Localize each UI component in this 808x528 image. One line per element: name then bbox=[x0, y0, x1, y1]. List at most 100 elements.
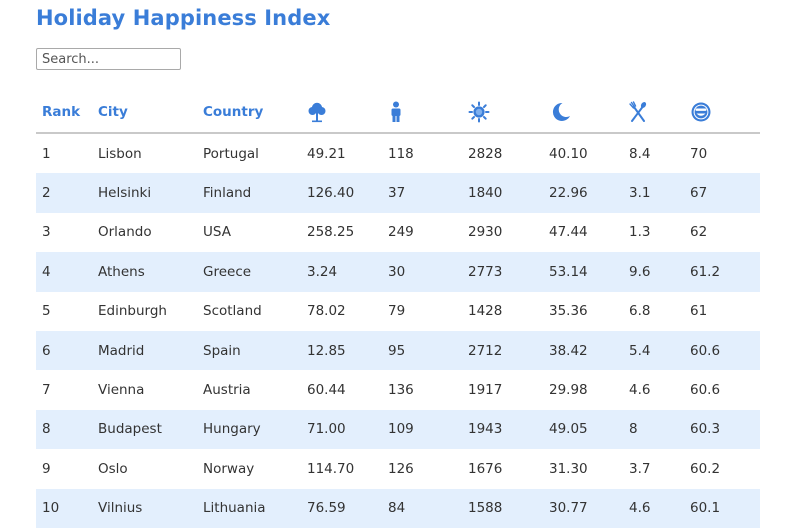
cell-fork-knife: 3.1 bbox=[623, 173, 684, 213]
cell-person: 136 bbox=[388, 382, 414, 399]
cell-country: Finland bbox=[197, 173, 301, 213]
cell-rank: 1 bbox=[42, 145, 51, 162]
cell-tree: 126.40 bbox=[301, 173, 382, 213]
cell-country: Norway bbox=[203, 460, 255, 477]
cell-city: Athens bbox=[92, 252, 197, 292]
cell-smiley: 61 bbox=[690, 303, 708, 320]
header-rank[interactable]: Rank bbox=[36, 92, 92, 134]
fork-knife-icon bbox=[629, 101, 647, 122]
cell-moon: 35.36 bbox=[549, 303, 588, 320]
cell-country: Lithuania bbox=[197, 488, 301, 528]
cell-moon: 53.14 bbox=[543, 252, 623, 292]
cell-smiley: 67 bbox=[684, 173, 760, 213]
table-row: 3 Orlando USA 258.25 249 2930 47.44 1.3 62 bbox=[36, 213, 760, 252]
cell-person: 249 bbox=[388, 224, 414, 241]
cell-city: Helsinki bbox=[92, 173, 197, 213]
cell-person: 37 bbox=[382, 173, 462, 213]
header-tree[interactable] bbox=[301, 92, 382, 134]
header-city[interactable]: City bbox=[92, 92, 197, 134]
cell-smiley: 61.2 bbox=[684, 252, 760, 292]
header-moon[interactable] bbox=[543, 92, 623, 134]
cell-fork-knife: 4.6 bbox=[629, 382, 651, 399]
header-fork-knife[interactable] bbox=[623, 92, 684, 134]
cell-moon: 22.96 bbox=[543, 173, 623, 213]
header-sun[interactable] bbox=[462, 92, 543, 134]
page-title: Holiday Happiness Index bbox=[36, 6, 331, 30]
person-icon bbox=[391, 101, 401, 122]
cell-rank: 8 bbox=[36, 409, 92, 450]
cell-person: 79 bbox=[388, 303, 406, 320]
cell-tree: 3.24 bbox=[301, 252, 382, 292]
cell-fork-knife: 4.6 bbox=[623, 488, 684, 528]
table-header-row: Rank City Country bbox=[36, 92, 760, 134]
happiness-table: Rank City Country bbox=[36, 92, 760, 528]
cell-person: 118 bbox=[388, 145, 414, 162]
cell-smiley: 60.2 bbox=[690, 460, 721, 477]
cell-rank: 5 bbox=[42, 303, 51, 320]
cell-city: Vienna bbox=[98, 382, 145, 399]
cell-city: Edinburgh bbox=[98, 303, 167, 320]
cell-tree: 71.00 bbox=[301, 409, 382, 450]
tree-icon bbox=[308, 102, 326, 123]
table-row: 5 Edinburgh Scotland 78.02 79 1428 35.36 6.8 61 bbox=[36, 292, 760, 331]
cell-moon: 40.10 bbox=[549, 145, 588, 162]
cell-rank: 4 bbox=[36, 252, 92, 292]
cell-moon: 49.05 bbox=[543, 409, 623, 450]
cell-rank: 9 bbox=[42, 460, 51, 477]
table-row: 9 Oslo Norway 114.70 126 1676 31.30 3.7 60.2 bbox=[36, 449, 760, 488]
smiley-icon bbox=[691, 102, 711, 122]
cell-person: 95 bbox=[382, 330, 462, 371]
cell-country: Spain bbox=[197, 330, 301, 371]
cell-smiley: 62 bbox=[690, 224, 708, 241]
cell-fork-knife: 8.4 bbox=[629, 145, 651, 162]
cell-moon: 47.44 bbox=[549, 224, 588, 241]
cell-fork-knife: 8 bbox=[623, 409, 684, 450]
cell-sun: 1917 bbox=[468, 382, 503, 399]
cell-tree: 114.70 bbox=[307, 460, 355, 477]
cell-moon: 30.77 bbox=[543, 488, 623, 528]
cell-moon: 38.42 bbox=[543, 330, 623, 371]
cell-tree: 12.85 bbox=[301, 330, 382, 371]
cell-smiley: 60.3 bbox=[684, 409, 760, 450]
cell-smiley: 60.6 bbox=[690, 382, 721, 399]
cell-rank: 7 bbox=[42, 382, 51, 399]
cell-rank: 6 bbox=[36, 330, 92, 371]
cell-city: Oslo bbox=[98, 460, 128, 477]
cell-city: Madrid bbox=[92, 330, 197, 371]
cell-smiley: 60.6 bbox=[684, 330, 760, 371]
cell-sun: 1676 bbox=[468, 460, 503, 477]
cell-smiley: 70 bbox=[690, 145, 708, 162]
cell-country: Hungary bbox=[197, 409, 301, 450]
cell-fork-knife: 5.4 bbox=[623, 330, 684, 371]
cell-country: USA bbox=[203, 224, 231, 241]
cell-fork-knife: 3.7 bbox=[629, 460, 651, 477]
cell-city: Lisbon bbox=[98, 145, 142, 162]
table-row: 1 Lisbon Portugal 49.21 118 2828 40.10 8.4 70 bbox=[36, 133, 760, 173]
cell-tree: 76.59 bbox=[301, 488, 382, 528]
cell-sun: 1943 bbox=[462, 409, 543, 450]
header-person[interactable] bbox=[382, 92, 462, 134]
header-country[interactable]: Country bbox=[197, 92, 301, 134]
table-row: 7 Vienna Austria 60.44 136 1917 29.98 4.6 60.6 bbox=[36, 370, 760, 409]
cell-moon: 29.98 bbox=[549, 382, 588, 399]
search-input[interactable] bbox=[36, 48, 181, 70]
cell-person: 126 bbox=[388, 460, 414, 477]
cell-sun: 1588 bbox=[462, 488, 543, 528]
cell-person: 30 bbox=[382, 252, 462, 292]
cell-sun: 1840 bbox=[462, 173, 543, 213]
cell-rank: 10 bbox=[36, 488, 92, 528]
cell-sun: 1428 bbox=[468, 303, 503, 320]
cell-country: Scotland bbox=[203, 303, 262, 320]
sun-icon bbox=[468, 101, 490, 123]
header-smiley[interactable] bbox=[684, 92, 760, 134]
table-row: 6 Madrid Spain 12.85 95 2712 38.42 5.4 60.6 bbox=[36, 330, 760, 371]
cell-person: 84 bbox=[382, 488, 462, 528]
cell-tree: 49.21 bbox=[307, 145, 346, 162]
cell-sun: 2773 bbox=[462, 252, 543, 292]
cell-smiley: 60.1 bbox=[684, 488, 760, 528]
cell-country: Portugal bbox=[203, 145, 259, 162]
table-row: 2 Helsinki Finland 126.40 37 1840 22.96 3.1 67 bbox=[36, 173, 760, 213]
cell-city: Vilnius bbox=[92, 488, 197, 528]
cell-fork-knife: 1.3 bbox=[629, 224, 651, 241]
table-row: 4 Athens Greece 3.24 30 2773 53.14 9.6 61.2 bbox=[36, 252, 760, 292]
